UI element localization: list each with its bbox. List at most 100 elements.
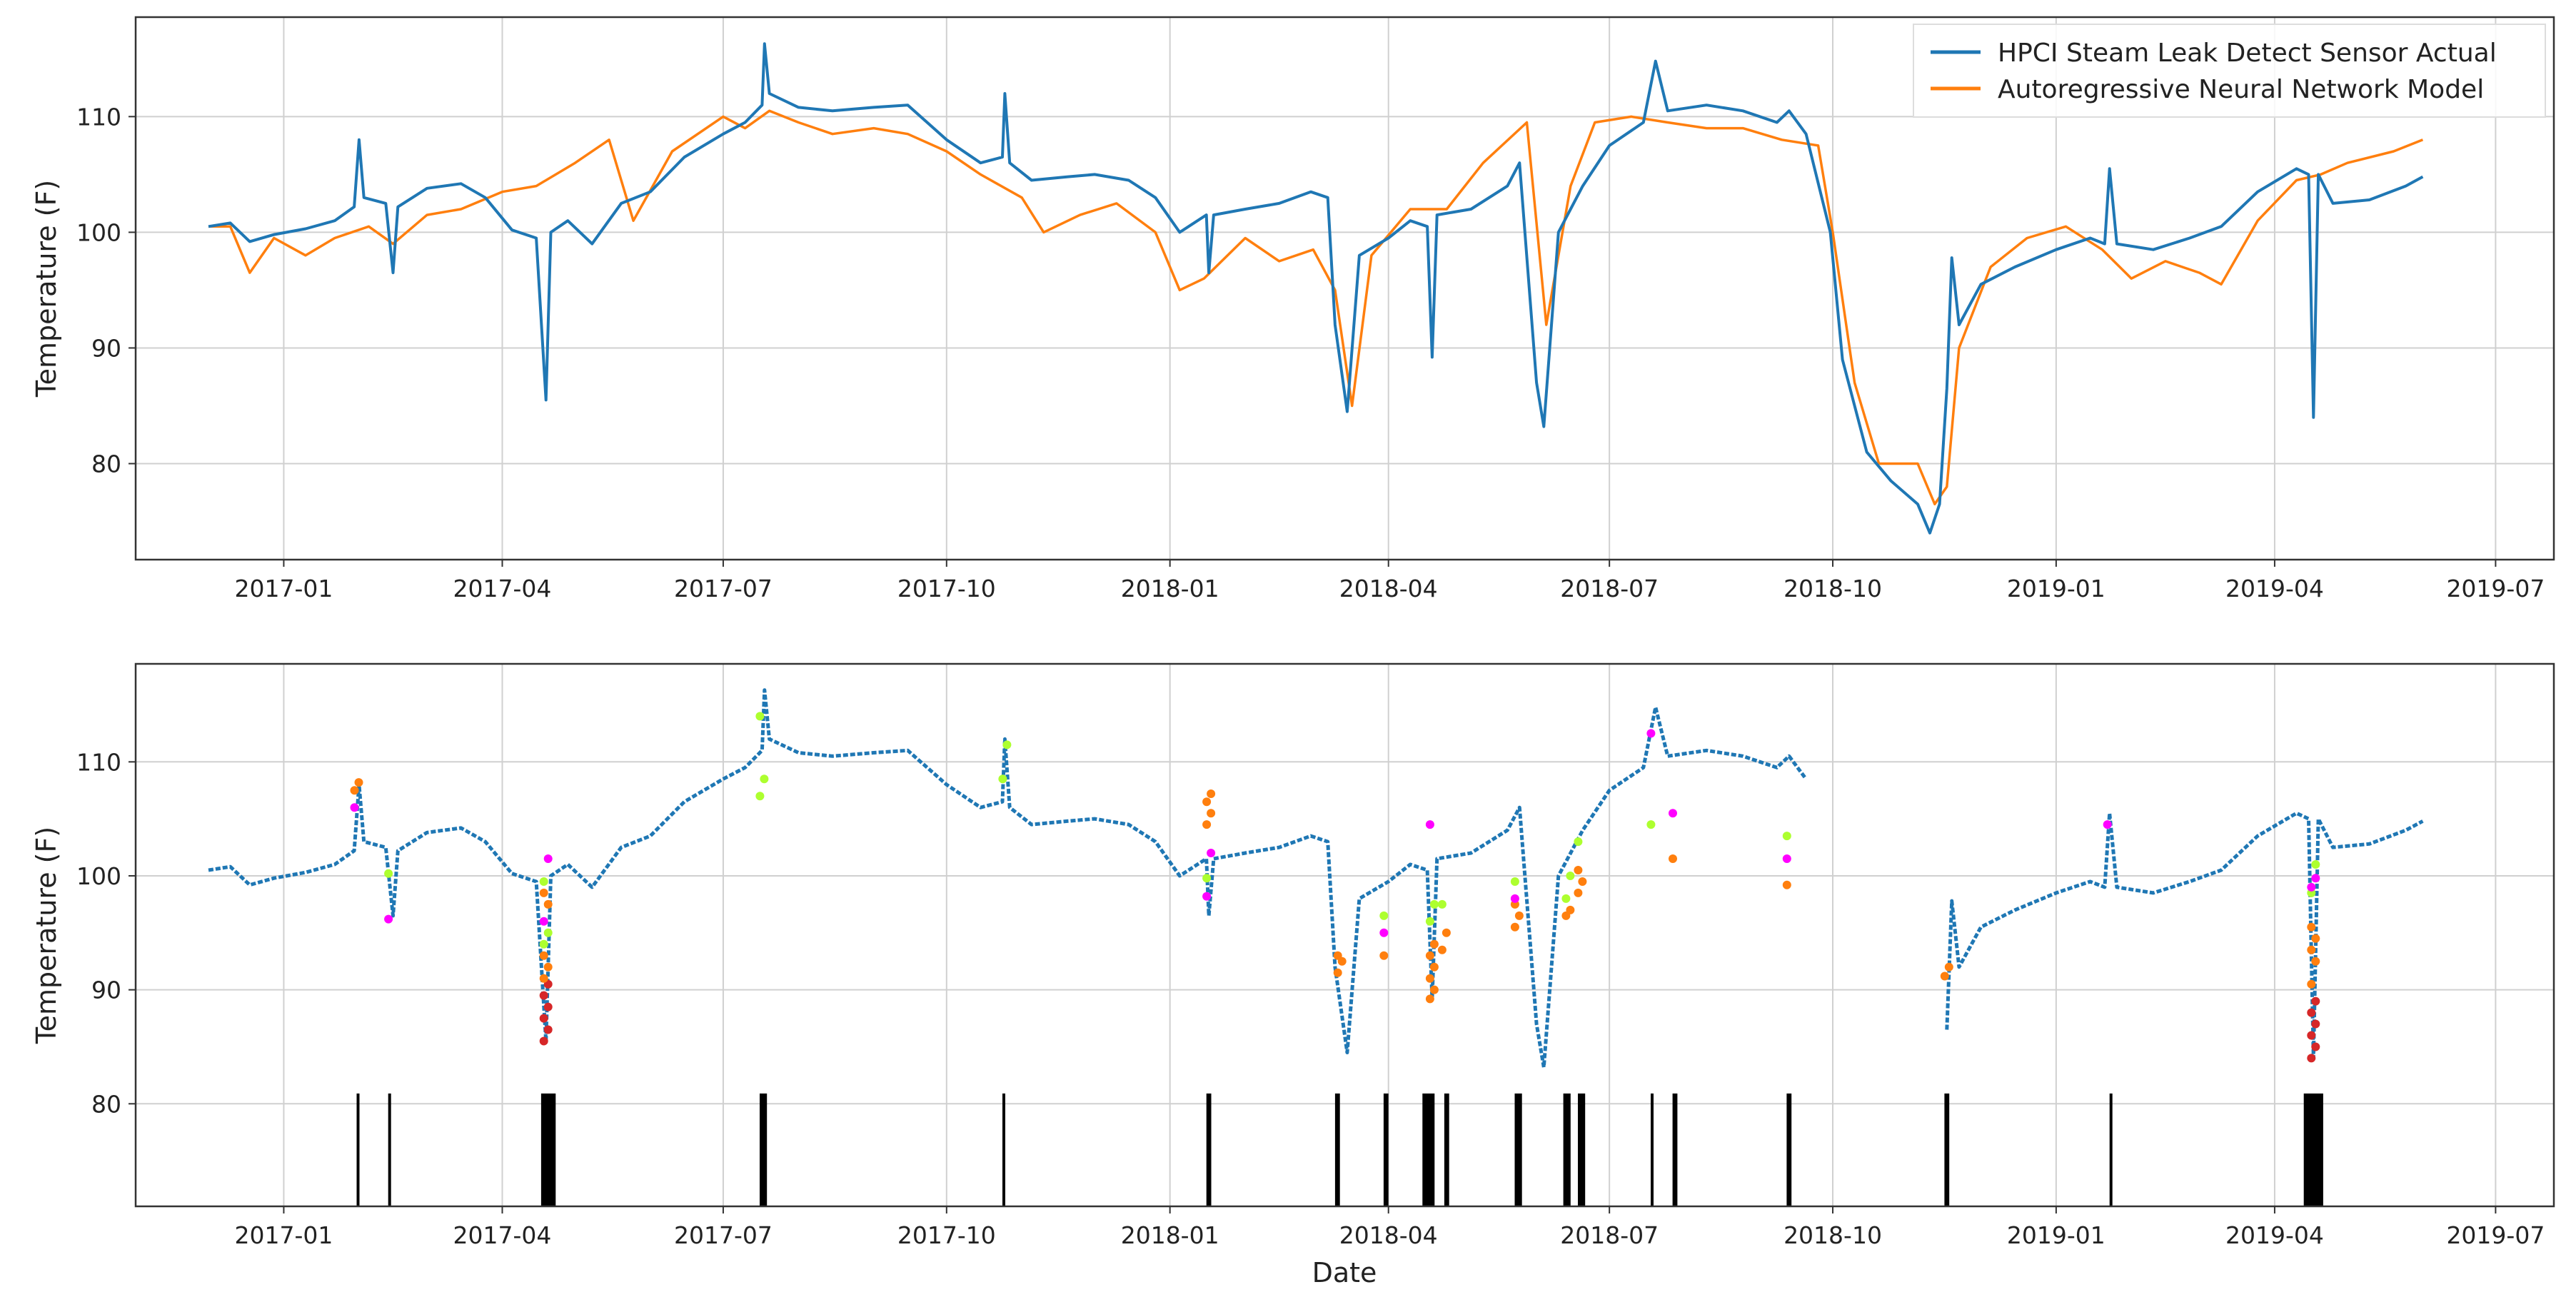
anomaly-point-orange <box>354 778 363 787</box>
top-chart-series <box>208 42 2424 535</box>
anomaly-point-yellow-green <box>543 928 553 937</box>
event-bar <box>1563 1093 1571 1206</box>
x-tick-label: 2018-01 <box>1121 575 1219 602</box>
anomaly-point-yellow-green <box>1561 894 1571 903</box>
anomaly-point-yellow-green <box>2311 860 2320 869</box>
event-bar <box>1651 1093 1654 1206</box>
anomaly-point-yellow-green <box>755 712 765 721</box>
anomaly-point-magenta <box>1669 809 1677 818</box>
x-tick-label: 2019-01 <box>2007 575 2105 602</box>
anomaly-point-yellow-green <box>384 869 393 878</box>
x-tick-label: 2018-01 <box>1121 1221 1219 1249</box>
anomaly-point-orange <box>1669 854 1677 863</box>
y-tick-label: 90 <box>91 334 121 362</box>
bottom-chart-frame <box>134 662 2555 1208</box>
anomaly-point-yellow-green <box>539 877 548 886</box>
anomaly-point-orange <box>1442 928 1451 937</box>
anomaly-point-orange <box>2311 934 2320 943</box>
event-bar <box>760 1093 768 1206</box>
x-tick-label: 2018-10 <box>1783 575 1882 602</box>
anomaly-point-orange <box>1333 968 1342 977</box>
anomaly-point-orange <box>1429 962 1439 972</box>
event-bar <box>1206 1093 1212 1206</box>
legend: HPCI Steam Leak Detect Sensor Actual Aut… <box>1913 24 2546 118</box>
anomaly-point-orange <box>1944 962 1953 972</box>
anomaly-point-orange <box>1425 951 1434 960</box>
anomaly-point-magenta <box>1207 849 1216 857</box>
anomaly-point-red <box>539 991 548 1000</box>
anomaly-point-yellow-green <box>1646 820 1656 829</box>
anomaly-point-magenta <box>1425 820 1434 829</box>
y-tick-label: 80 <box>91 450 121 478</box>
anomaly-point-orange <box>539 974 548 983</box>
anomaly-point-orange <box>543 962 553 972</box>
anomaly-point-magenta <box>2307 882 2316 892</box>
y-tick-label: 80 <box>91 1090 121 1118</box>
x-tick-label: 2018-07 <box>1560 575 1659 602</box>
bottom-chart-grid <box>136 664 2554 1206</box>
anomaly-point-orange <box>539 888 548 897</box>
anomaly-point-red <box>543 1002 553 1011</box>
legend-label-actual: HPCI Steam Leak Detect Sensor Actual <box>1998 39 2497 68</box>
event-bar <box>1002 1093 1005 1206</box>
anomaly-point-yellow-green <box>1437 899 1447 909</box>
anomaly-point-orange <box>2307 922 2316 932</box>
anomaly-point-yellow-green <box>760 774 769 784</box>
event-bar <box>1672 1093 1678 1206</box>
x-tick-label: 2019-04 <box>2225 1221 2324 1249</box>
anomaly-point-magenta <box>384 914 393 924</box>
anomaly-point-orange <box>543 899 553 909</box>
anomaly-point-yellow-green <box>1202 874 1212 883</box>
anomaly-point-magenta <box>1646 729 1656 738</box>
bottom-chart-panel: 2017-01 2017-04 2017-07 2017-10 2018-01 2018-… <box>31 662 2555 1288</box>
anomaly-point-yellow-green <box>1574 837 1583 847</box>
anomaly-point-orange <box>1574 888 1583 897</box>
anomaly-point-red <box>2307 1008 2316 1017</box>
anomaly-point-orange <box>1425 994 1434 1004</box>
x-tick-label: 2017-07 <box>674 575 773 602</box>
anomaly-point-yellow-green <box>1379 911 1389 920</box>
event-bar <box>1444 1093 1449 1206</box>
anomaly-point-red <box>539 1036 548 1046</box>
anomaly-point-magenta <box>1202 892 1212 901</box>
anomaly-point-magenta <box>1379 928 1389 937</box>
anomaly-point-yellow-green <box>1002 740 1012 750</box>
anomaly-point-red <box>2311 1019 2320 1029</box>
anomaly-point-orange <box>1514 911 1524 920</box>
anomaly-point-orange <box>2307 979 2316 989</box>
top-chart-frame <box>134 16 2555 561</box>
sensor-trace <box>208 688 2424 1069</box>
event-bar <box>1383 1093 1389 1206</box>
anomaly-point-red <box>2311 996 2320 1006</box>
bottom-y-axis-label: Temperature (F) <box>31 827 62 1044</box>
anomaly-point-orange <box>1207 809 1216 818</box>
anomaly-point-orange <box>1202 797 1212 807</box>
x-tick-label: 2017-04 <box>453 575 552 602</box>
bottom-chart-ticks: 2017-01 2017-04 2017-07 2017-10 2018-01 2018-… <box>76 748 2545 1249</box>
event-bar <box>540 1093 556 1206</box>
series-line-actual <box>208 42 2424 535</box>
anomaly-point-red <box>2307 1054 2316 1063</box>
x-tick-label: 2018-10 <box>1783 1221 1882 1249</box>
x-tick-label: 2017-10 <box>897 575 996 602</box>
anomaly-point-yellow-green <box>1425 917 1434 926</box>
anomaly-point-orange <box>1566 905 1575 914</box>
anomaly-point-magenta <box>350 803 359 812</box>
anomaly-point-orange <box>2311 957 2320 966</box>
anomaly-point-magenta <box>1510 894 1519 903</box>
anomaly-point-red <box>543 1025 553 1034</box>
anomaly-point-orange <box>1437 945 1447 954</box>
top-chart-panel: 2017-01 2017-04 2017-07 2017-10 2018-01 2018-… <box>31 16 2555 602</box>
x-tick-label: 2019-07 <box>2446 1221 2545 1249</box>
anomaly-point-orange <box>1202 820 1212 829</box>
anomaly-point-orange <box>1207 789 1216 798</box>
anomaly-point-orange <box>2307 945 2316 954</box>
anomaly-point-yellow-green <box>1782 832 1791 841</box>
anomaly-point-red <box>2307 1031 2316 1040</box>
event-bar <box>1422 1093 1435 1206</box>
anomaly-point-yellow-green <box>539 939 548 949</box>
anomaly-point-orange <box>1940 972 1949 981</box>
anomaly-point-magenta <box>543 854 553 863</box>
top-chart-ticks: 2017-01 2017-04 2017-07 2017-10 2018-01 2018-… <box>76 103 2545 602</box>
